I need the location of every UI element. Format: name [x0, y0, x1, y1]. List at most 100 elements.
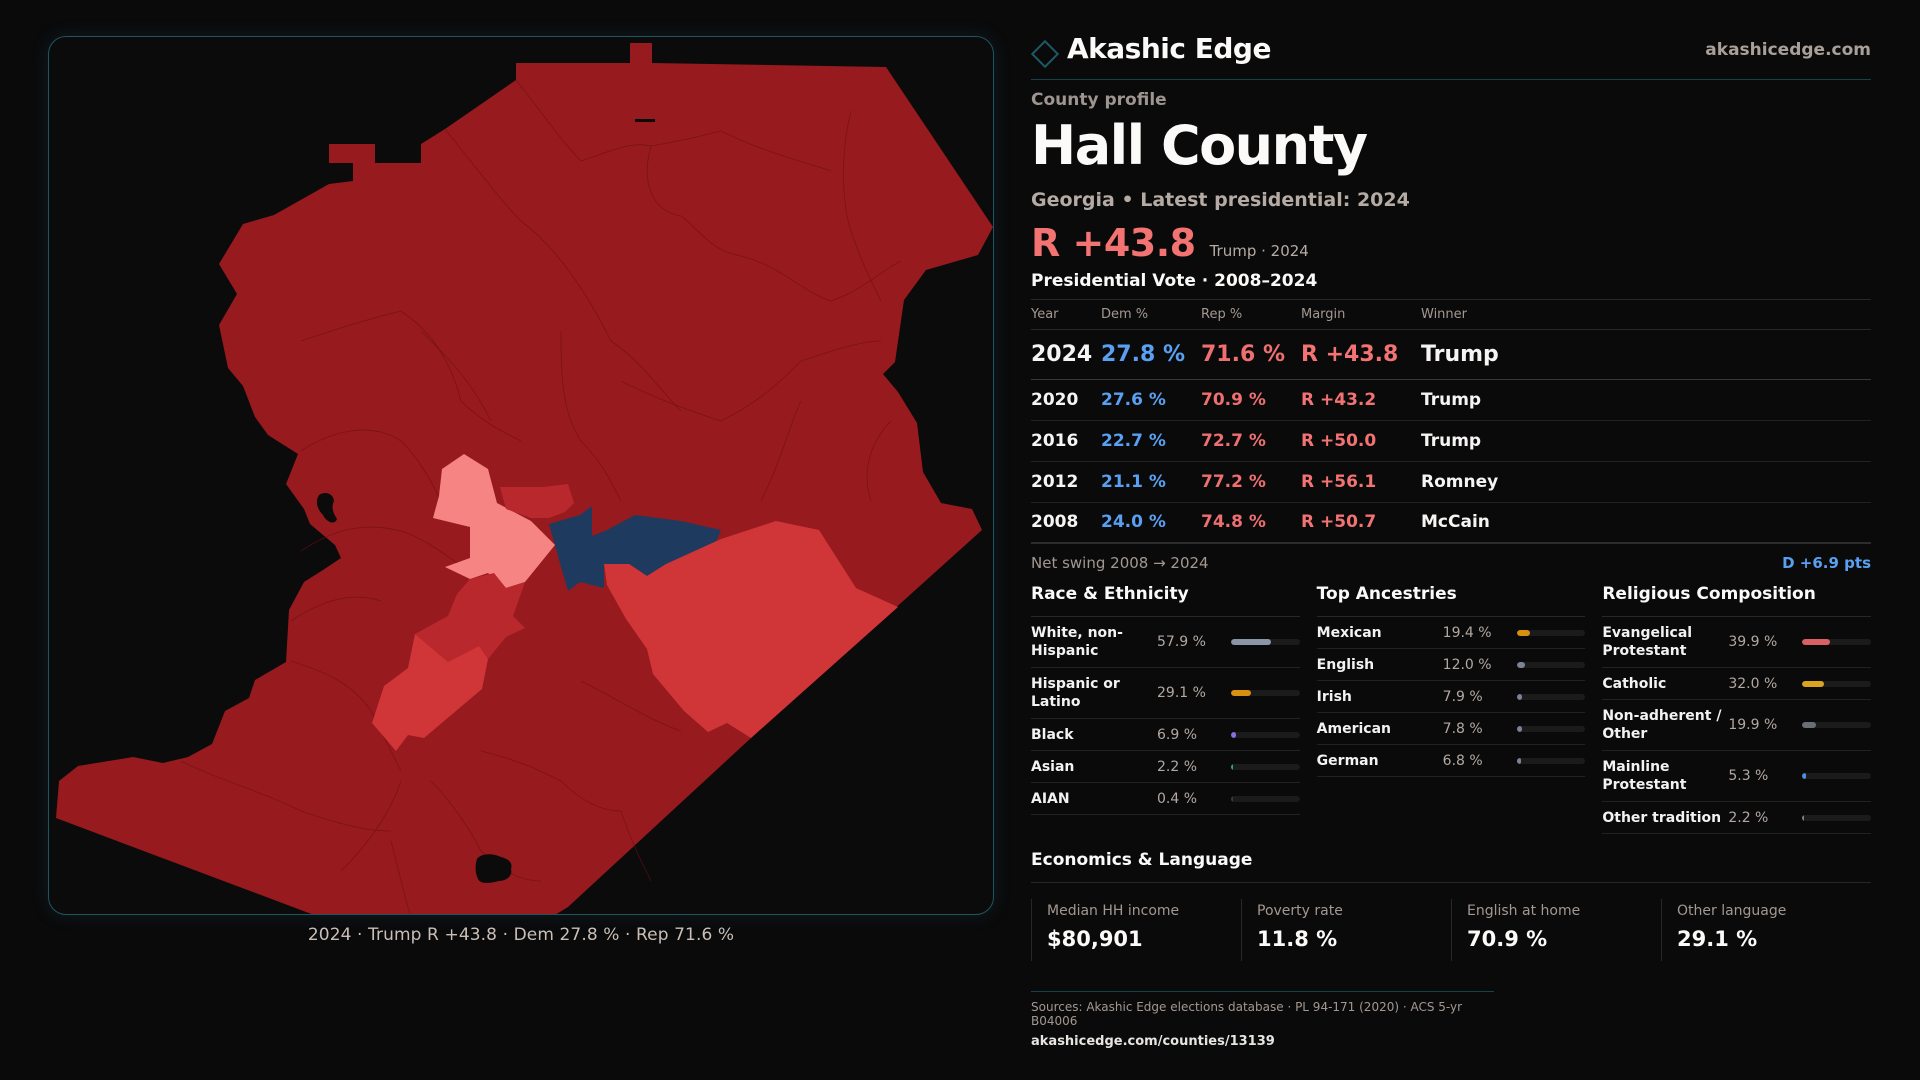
stat-row: Other tradition 2.2 %: [1602, 802, 1872, 835]
stat-row: English 12.0 %: [1316, 649, 1586, 682]
stat-other-language: Other language 29.1 %: [1661, 899, 1871, 962]
stat-row: Non-adherent / Other 19.9 %: [1602, 700, 1872, 752]
section-eyebrow: County profile: [1031, 90, 1167, 110]
cell-dem: 27.6 %: [1101, 379, 1201, 421]
stat-english-at-home: English at home 70.9 %: [1451, 899, 1661, 962]
table-row: 2024 27.8 % 71.6 % R +43.8 Trump: [1031, 329, 1871, 380]
stat-label: White, non-Hispanic: [1031, 625, 1123, 660]
stat-bar-track: [1516, 693, 1586, 700]
map-region-likely-rep-southwest[interactable]: [372, 634, 488, 751]
stat-bar-fill: [1516, 629, 1530, 636]
precinct-map[interactable]: [48, 36, 994, 915]
map-region-strong-rep[interactable]: [56, 43, 993, 915]
stat-bar-track: [1802, 680, 1872, 687]
stat-bar-fill: [1802, 773, 1806, 780]
stat-value: 32.0 %: [1728, 675, 1778, 692]
stat-bar-track: [1231, 795, 1300, 802]
lake-icon: [316, 493, 337, 523]
cell-year: 2008: [1031, 502, 1101, 545]
stat-bar-fill: [1802, 639, 1830, 646]
page-title: Hall County: [1031, 114, 1368, 177]
stat-row: Asian 2.2 %: [1031, 751, 1300, 784]
stat-value: 7.8 %: [1442, 720, 1483, 737]
brand-url-link[interactable]: akashicedge.com: [1705, 40, 1871, 60]
map-region-lean-rep-central[interactable]: [415, 573, 525, 662]
column-header-dem: Dem %: [1101, 298, 1201, 330]
stat-bar-track: [1802, 773, 1872, 780]
stat-value: 2.2 %: [1157, 758, 1198, 775]
cell-dem: 24.0 %: [1101, 502, 1201, 545]
stat-row: Mexican 19.4 %: [1316, 617, 1586, 650]
stat-value: 6.9 %: [1157, 726, 1198, 743]
stat-bar-fill: [1516, 661, 1525, 668]
table-row: 2012 21.1 % 77.2 % R +56.1 Romney: [1031, 461, 1871, 503]
ancestries-title: Top Ancestries: [1316, 584, 1586, 618]
map-region-tilt-rep[interactable]: [433, 454, 555, 588]
stat-row: German 6.8 %: [1316, 745, 1586, 778]
stat-value: 7.9 %: [1442, 688, 1483, 705]
column-header-winner: Winner: [1421, 298, 1871, 330]
race-ethnicity-section: Race & Ethnicity White, non-Hispanic 57.9…: [1031, 584, 1300, 834]
column-header-margin: Margin: [1301, 298, 1421, 330]
stat-label: Mexican: [1316, 624, 1382, 641]
stat-value: 6.8 %: [1442, 752, 1483, 769]
stat-row: Hispanic or Latino 29.1 %: [1031, 668, 1300, 720]
stat-label: American: [1316, 720, 1392, 737]
stat-value: 0.4 %: [1157, 790, 1198, 807]
stat-value: 29.1 %: [1157, 685, 1206, 702]
table-row: 2016 22.7 % 72.7 % R +50.0 Trump: [1031, 420, 1871, 462]
stat-bar-fill: [1802, 680, 1825, 687]
stat-value: 12.0 %: [1442, 656, 1492, 673]
stat-bar-track: [1516, 725, 1586, 732]
table-row: 2020 27.6 % 70.9 % R +43.2 Trump: [1031, 379, 1871, 421]
economics-grid: Median HH income $80,901 Poverty rate 11…: [1031, 899, 1871, 962]
stat-bar-track: [1231, 763, 1300, 770]
stat-bar-track: [1802, 722, 1872, 729]
stat-row: Mainline Protestant 5.3 %: [1602, 751, 1872, 803]
stat-label: English at home: [1467, 903, 1581, 920]
ancestries-section: Top Ancestries Mexican 19.4 % English 12.0 …: [1316, 584, 1586, 834]
cell-year: 2016: [1031, 420, 1101, 462]
column-header-year: Year: [1031, 298, 1101, 330]
stat-value: 39.9 %: [1728, 634, 1778, 651]
stat-row: Evangelical Protestant 39.9 %: [1602, 617, 1872, 669]
presidential-vote-title: Presidential Vote · 2008–2024: [1031, 270, 1318, 291]
county-permalink[interactable]: akashicedge.com/counties/13139: [1031, 1034, 1275, 1050]
stat-bar-fill: [1802, 722, 1816, 729]
headline-margin: R +43.8 Trump · 2024: [1031, 221, 1871, 265]
cell-winner: Trump: [1421, 379, 1871, 421]
stat-bar-fill: [1231, 690, 1251, 697]
stat-bar-fill: [1802, 814, 1805, 821]
stat-bar-fill: [1231, 763, 1233, 770]
stat-value: 57.9 %: [1157, 634, 1206, 651]
stat-poverty-rate: Poverty rate 11.8 %: [1241, 899, 1451, 962]
stat-label: Irish: [1316, 688, 1352, 705]
cell-rep: 74.8 %: [1201, 502, 1301, 545]
cell-year: 2020: [1031, 379, 1101, 421]
cell-rep: 70.9 %: [1201, 379, 1301, 421]
stat-value: 19.4 %: [1442, 624, 1492, 641]
map-region-likely-rep-east[interactable]: [604, 521, 898, 738]
presidential-vote-table: Year Dem % Rep % Margin Winner 2024 27.8…: [1031, 298, 1871, 545]
brand-header: Akashic Edge akashicedge.com: [1030, 30, 1871, 80]
stat-value: 2.2 %: [1728, 809, 1769, 826]
demographics-columns: Race & Ethnicity White, non-Hispanic 57.9…: [1031, 584, 1872, 835]
cell-winner: McCain: [1421, 502, 1871, 545]
stat-bar-fill: [1516, 725, 1523, 732]
stat-value: 19.9 %: [1728, 717, 1778, 734]
cell-dem: 22.7 %: [1101, 420, 1201, 462]
stat-label: Evangelical Protestant: [1602, 625, 1693, 660]
sources-footer: Sources: Akashic Edge elections database…: [1031, 991, 1494, 1049]
stat-value: $80,901: [1047, 927, 1143, 952]
stat-row: Irish 7.9 %: [1316, 681, 1586, 714]
map-caption: 2024 · Trump R +43.8 · Dem 27.8 % · Rep …: [307, 925, 735, 945]
headline-margin-context: Trump · 2024: [1209, 241, 1309, 260]
net-swing-label: Net swing 2008 → 2024: [1031, 554, 1209, 573]
map-region-lean-rep-north[interactable]: [500, 484, 574, 518]
stat-label: Other language: [1677, 903, 1787, 920]
stat-bar-track: [1802, 639, 1872, 646]
stat-bar-track: [1802, 814, 1872, 821]
map-region-dem[interactable]: [549, 506, 721, 591]
stat-bar-fill: [1516, 757, 1522, 764]
cell-margin: R +56.1: [1301, 461, 1421, 503]
